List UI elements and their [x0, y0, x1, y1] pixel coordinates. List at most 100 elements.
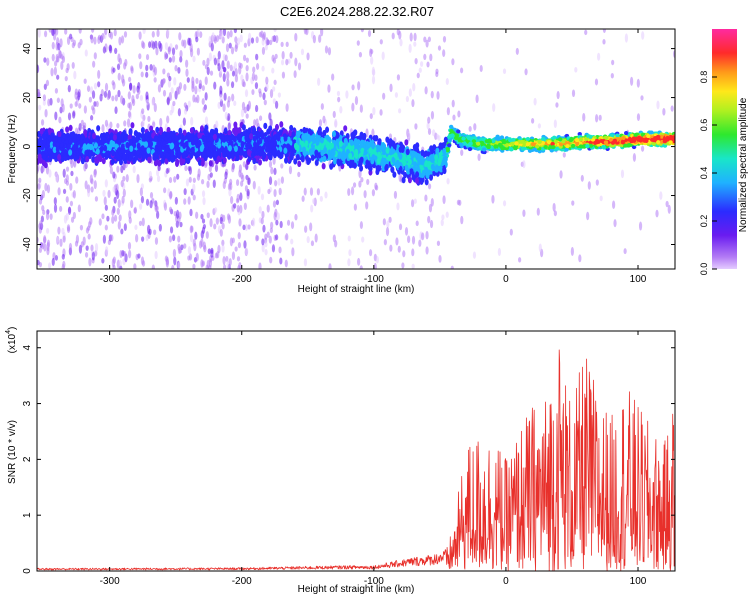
spectrogram-cell: [167, 46, 171, 53]
spectrogram-cell: [51, 41, 55, 50]
spectrogram-cell: [414, 123, 418, 130]
spectrogram-cell: [428, 203, 433, 213]
spectrogram-cell: [175, 220, 179, 228]
spectrogram-cell: [223, 92, 227, 101]
spectrogram-cell: [665, 200, 669, 208]
spectrogram-cell: [281, 51, 285, 60]
spectrogram-cell: [361, 236, 365, 243]
spectrogram-cell: [427, 215, 431, 224]
spectrogram-cell: [167, 80, 171, 88]
spectrogram-cell: [175, 209, 180, 219]
spectrogram-cell: [269, 89, 274, 99]
spectrogram-cell: [271, 67, 275, 74]
spectrogram-cell: [613, 219, 617, 228]
spectrogram-cell: [140, 126, 145, 134]
spectrogram-cell: [37, 29, 41, 38]
spectrogram-cell: [269, 39, 273, 46]
spectrogram-cell: [255, 36, 259, 44]
spectrogram-cell: [37, 183, 41, 190]
spectrogram-cell: [173, 176, 177, 183]
spectrogram-cell: [97, 69, 101, 79]
spectrogram-cell: [396, 74, 401, 81]
spectrogram-cell: [641, 31, 645, 40]
spectrogram-cell: [334, 118, 338, 128]
spectrogram-cell: [310, 204, 314, 213]
spectrogram-cell: [261, 46, 266, 55]
spectrogram-cell: [275, 100, 279, 109]
spectrogram-cell: [187, 246, 192, 255]
spectrogram-cell: [226, 78, 230, 87]
spectrogram-cell: [445, 78, 449, 85]
spectrogram-cell: [381, 164, 386, 172]
spectrogram-cell: [353, 203, 357, 211]
spectrogram-cell: [347, 258, 351, 267]
spectrogram-cell: [244, 223, 248, 232]
spectrogram-cell: [201, 190, 206, 198]
spectrogram-cell: [77, 91, 81, 101]
spectrogram-cell: [201, 85, 205, 92]
spectrogram-cell: [41, 205, 45, 212]
spectrogram-cell: [251, 89, 255, 95]
spectrogram-cell: [53, 197, 57, 205]
spectrogram-cell: [611, 59, 615, 66]
spectrogram-cell: [230, 195, 234, 205]
spectrogram-cell: [584, 29, 588, 36]
spectrogram-cell: [42, 94, 47, 102]
spectrogram-cell: [222, 72, 226, 83]
figure-title: C2E6.2024.288.22.32.R07: [280, 4, 434, 19]
spectrogram-cell: [245, 64, 249, 72]
spectrogram-cell: [416, 72, 420, 79]
spectrogram-cell: [41, 165, 45, 173]
spectrogram-cell: [354, 96, 359, 106]
spectrogram-cell: [118, 36, 122, 46]
spectrogram-cell: [135, 93, 139, 100]
spectrogram-cell: [187, 255, 191, 261]
spectrogram-cell: [210, 249, 214, 258]
spectrogram-cell: [69, 200, 74, 207]
spectrogram-cell: [450, 265, 454, 269]
spectrogram-cell: [371, 189, 376, 197]
spectrogram-cell: [359, 104, 363, 113]
spectrogram-cell: [446, 178, 450, 185]
spectrogram-cell: [61, 253, 65, 260]
spectrogram-cell: [178, 32, 182, 41]
spectrogram-cell: [122, 78, 126, 87]
spectrogram-cell: [152, 121, 156, 128]
spectrogram-cell: [258, 91, 262, 98]
spectrogram-cell: [51, 53, 55, 62]
spectrogram-cell: [41, 242, 45, 250]
spectrogram-cell: [98, 218, 102, 226]
spectrogram-cell: [458, 199, 462, 206]
spectrogram-cell: [138, 220, 143, 226]
spectrogram-cell: [202, 197, 206, 206]
spectrogram-cell: [219, 216, 223, 225]
spectrogram-cell: [184, 165, 188, 172]
spectrogram-cell: [260, 217, 264, 225]
spectrogram-cell: [130, 199, 134, 209]
spectrogram-cell: [231, 93, 235, 102]
spectrogram-cell: [186, 77, 190, 83]
spectrogram-cell: [359, 265, 363, 269]
spectrogram-cell: [96, 125, 101, 132]
spectrogram-cell: [264, 233, 268, 240]
spectrogram-cell: [632, 153, 637, 162]
spectrogram-cell: [247, 100, 252, 110]
spectrogram-cell: [231, 70, 236, 77]
spectrogram-cell: [59, 205, 63, 212]
spectrogram-cell: [85, 227, 90, 234]
spectrogram-cell: [72, 211, 76, 220]
spectrogram-cell: [149, 192, 154, 199]
spectrogram-cell: [442, 195, 446, 205]
spectrogram-cell: [229, 64, 233, 72]
spectrogram-cell: [266, 231, 270, 238]
spectrogram-cell: [423, 36, 427, 43]
spectrogram-cell: [192, 94, 196, 103]
spectrogram-cell: [318, 119, 323, 127]
spectrogram-cell: [555, 102, 559, 108]
spectrogram-cell: [102, 46, 106, 54]
spectrogram-cell: [226, 213, 231, 221]
spectrogram-cell: [391, 32, 395, 40]
spectrogram-cell: [213, 81, 217, 90]
spectrogram-cell: [123, 62, 127, 70]
